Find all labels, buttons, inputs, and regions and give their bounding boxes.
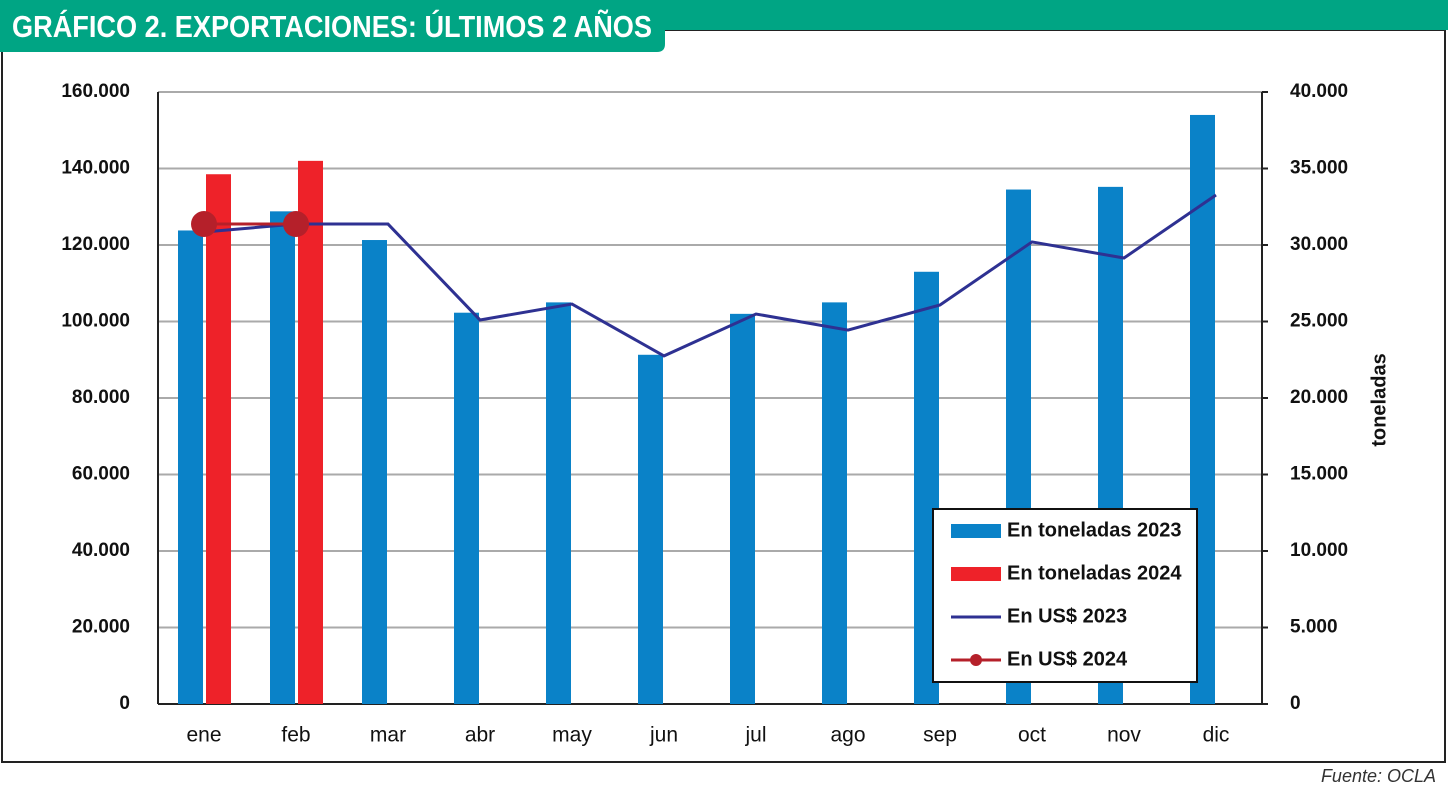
y2-tick-label: 35.000: [1290, 158, 1348, 179]
bar: [454, 312, 479, 704]
bar: [362, 240, 387, 704]
y-tick-label: 60.000: [72, 464, 130, 485]
y2-tick-label: 20.000: [1290, 387, 1348, 408]
legend-swatch: [951, 567, 1001, 581]
legend-label: En US$ 2024: [1007, 648, 1128, 670]
bar: [638, 354, 663, 704]
y-tick-label: 100.000: [61, 311, 130, 332]
y2-tick-label: 25.000: [1290, 311, 1348, 332]
legend-label: En toneladas 2023: [1007, 519, 1182, 541]
y2-axis-label: toneladas: [1368, 353, 1390, 446]
y2-tick-label: 30.000: [1290, 234, 1348, 255]
x-tick-label: mar: [370, 724, 406, 747]
y-tick-label: 120.000: [61, 234, 130, 255]
y2-tick-label: 5.000: [1290, 617, 1338, 638]
bar: [206, 174, 231, 705]
x-tick-label: oct: [1018, 724, 1046, 747]
title-box: [0, 0, 665, 52]
bar: [730, 313, 755, 704]
line: [203, 193, 1217, 358]
bar: [270, 211, 295, 704]
y-tick-label: 20.000: [72, 617, 130, 638]
x-tick-label: ene: [186, 724, 221, 747]
x-tick-label: jun: [649, 724, 678, 747]
x-tick-label: may: [552, 724, 592, 747]
legend-label: En US$ 2023: [1007, 605, 1127, 627]
x-tick-label: sep: [923, 724, 957, 747]
y-tick-label: 40.000: [72, 540, 130, 561]
line-marker: [191, 211, 217, 238]
legend-marker: [970, 654, 982, 666]
y-tick-label: 160.000: [61, 81, 130, 102]
x-tick-label: dic: [1203, 724, 1230, 747]
legend-swatch: [951, 524, 1001, 538]
chart-title: GRÁFICO 2. EXPORTACIONES: ÚLTIMOS 2 AÑOS: [12, 8, 652, 44]
x-tick-label: ago: [830, 724, 865, 747]
y-tick-label: 140.000: [61, 158, 130, 179]
line-marker: [283, 211, 309, 238]
y-tick-label: 0: [119, 693, 130, 714]
y2-tick-label: 40.000: [1290, 81, 1348, 102]
y-tick-label: 80.000: [72, 387, 130, 408]
bar: [178, 230, 203, 704]
bar: [298, 160, 323, 705]
bar: [546, 302, 571, 704]
legend-label: En toneladas 2024: [1007, 562, 1182, 584]
y2-tick-label: 10.000: [1290, 540, 1348, 561]
bar: [822, 302, 847, 704]
x-tick-label: abr: [465, 724, 495, 747]
x-tick-label: jul: [744, 724, 766, 747]
source: Fuente: OCLA: [1321, 766, 1436, 785]
y2-tick-label: 0: [1290, 693, 1301, 714]
x-tick-label: feb: [281, 724, 310, 747]
x-tick-label: nov: [1107, 724, 1141, 747]
y2-tick-label: 15.000: [1290, 464, 1348, 485]
